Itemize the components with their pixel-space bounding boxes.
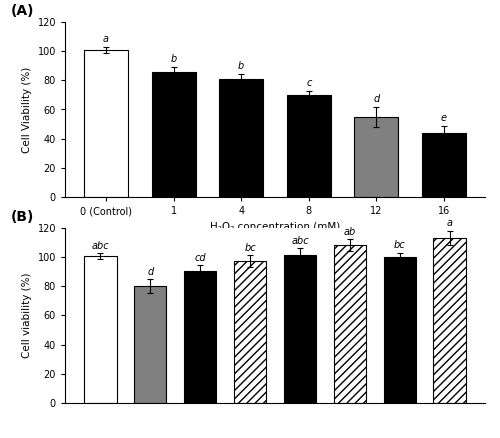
Bar [287,95,331,197]
Y-axis label: Cell Viability (%): Cell Viability (%) [22,67,32,152]
Text: cd: cd [194,253,206,263]
Text: c: c [306,78,312,88]
Bar [219,79,263,197]
Text: e: e [441,113,447,123]
Y-axis label: Cell viability (%): Cell viability (%) [22,272,32,358]
Text: b: b [238,61,244,71]
Text: d: d [373,94,380,104]
Bar [284,255,316,403]
Text: b: b [170,54,177,64]
Bar [152,71,196,197]
Bar [422,133,466,197]
Bar [354,117,399,197]
Text: a: a [103,34,109,44]
Text: abc: abc [92,241,109,251]
Bar [434,238,466,403]
Bar [134,286,166,403]
Bar [184,271,216,403]
Text: d: d [147,267,154,277]
Text: (B): (B) [10,210,34,224]
Bar [84,49,128,197]
Text: bc: bc [394,240,406,251]
Bar [84,256,116,403]
Text: ab: ab [344,227,356,237]
Text: (A): (A) [10,4,34,18]
Bar [234,261,266,403]
Bar [334,245,366,403]
Text: abc: abc [291,236,309,246]
Text: bc: bc [244,244,256,253]
Text: a: a [446,219,452,229]
Bar [384,257,416,403]
X-axis label: H₂O₂ concentration (mM): H₂O₂ concentration (mM) [210,222,340,232]
